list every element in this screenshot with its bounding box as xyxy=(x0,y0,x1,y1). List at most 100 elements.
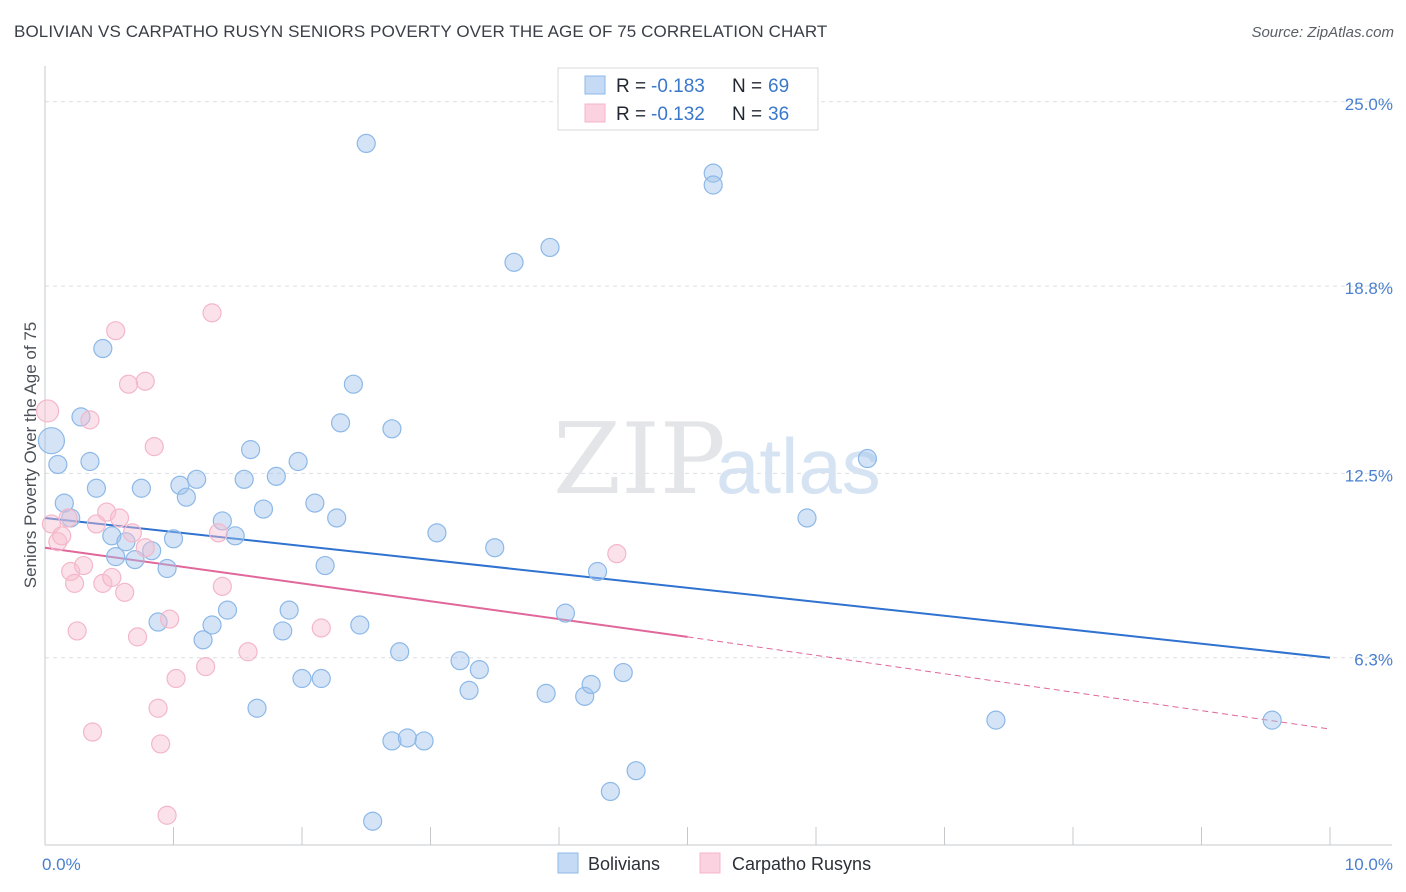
y-tick-label-3: 25.0% xyxy=(1345,95,1393,114)
carpatho-rusyns-point-29 xyxy=(196,657,216,677)
legend-r-value-1: -0.183 xyxy=(651,76,705,97)
carpatho-rusyns-point-3 xyxy=(52,526,72,546)
bolivians-point-37 xyxy=(327,508,347,528)
legend-r-label-2: R = xyxy=(616,104,646,125)
y-tick-label-1: 12.5% xyxy=(1345,466,1393,485)
bolivians-point-38 xyxy=(330,413,351,433)
bolivians-point-25 xyxy=(234,469,254,489)
bolivians-point-18 xyxy=(176,487,196,507)
bolivians-point-62 xyxy=(626,761,646,781)
carpatho-rusyns-point-25 xyxy=(151,734,171,754)
bolivians-point-66 xyxy=(857,448,878,469)
carpatho-rusyns-point-6 xyxy=(64,573,85,593)
bolivians-point-17 xyxy=(170,475,190,495)
carpatho-rusyns-point-16 xyxy=(109,508,130,528)
bolivians-point-48 xyxy=(427,523,447,543)
bolivians-point-32 xyxy=(288,451,308,472)
bolivians-point-31 xyxy=(279,600,299,620)
legend-series: Bolivians Carpatho Rusyns xyxy=(557,852,871,874)
bolivians-point-0 xyxy=(37,427,66,455)
bolivians-point-35 xyxy=(311,668,331,689)
bolivians-point-64 xyxy=(703,175,723,195)
carpatho-rusyns-point-10 xyxy=(82,722,103,742)
bolivians-point-55 xyxy=(540,237,560,258)
bolivians-point-16 xyxy=(163,529,184,549)
bolivians-point-28 xyxy=(253,499,274,519)
legend-n-value-1: 69 xyxy=(768,76,789,97)
bolivians-point-68 xyxy=(1262,710,1282,730)
bolivians-point-22 xyxy=(212,511,232,531)
bolivians-point-8 xyxy=(102,526,122,546)
bolivians-point-26 xyxy=(241,440,261,460)
legend-swatch-bolivians xyxy=(584,75,606,95)
bolivians-point-15 xyxy=(157,558,177,579)
chart-title: BOLIVIAN VS CARPATHO RUSYN SENIORS POVER… xyxy=(14,22,828,41)
carpatho-rusyns-point-31 xyxy=(208,523,229,543)
x-tick-labels: 0.0% 10.0% xyxy=(42,855,1393,874)
carpatho-rusyns-point-21 xyxy=(135,538,155,558)
bolivians-point-40 xyxy=(350,615,370,635)
bolivians-point-19 xyxy=(187,469,207,489)
legend-stats: R = -0.183 N = 69 R = -0.132 N = 36 xyxy=(557,67,819,131)
legend-r-label-1: R = xyxy=(616,76,646,97)
bolivians-point-42 xyxy=(363,811,383,831)
bolivians-point-60 xyxy=(600,781,621,802)
legend-r-value-2: -0.132 xyxy=(651,104,705,125)
watermark: ZIP atlas xyxy=(553,403,881,517)
carpatho-rusyns-trend-extension xyxy=(687,636,1331,730)
bolivians-point-5 xyxy=(80,451,100,472)
bolivians-point-29 xyxy=(266,466,286,486)
carpatho-rusyns-point-18 xyxy=(118,374,139,394)
bolivians-point-44 xyxy=(382,419,402,439)
carpatho-rusyns-point-15 xyxy=(106,321,126,341)
carpatho-rusyns-point-17 xyxy=(115,582,135,602)
bolivians-point-51 xyxy=(469,660,489,680)
legend-n-label-2: N = xyxy=(732,104,762,125)
bolivians-point-52 xyxy=(485,538,505,558)
bottom-legend-bolivians: Bolivians xyxy=(588,854,660,874)
bolivians-point-47 xyxy=(414,731,434,751)
bolivians-point-36 xyxy=(315,555,335,576)
y-tick-labels: 6.3% 12.5% 18.8% 25.0% xyxy=(1345,95,1393,670)
bolivians-point-67 xyxy=(986,710,1006,730)
bolivians-point-39 xyxy=(343,374,363,394)
bolivians-point-61 xyxy=(613,662,633,683)
carpatho-rusyns-point-9 xyxy=(80,410,100,430)
y-tick-label-2: 18.8% xyxy=(1345,279,1393,298)
carpatho-rusyns-point-33 xyxy=(238,642,258,662)
bolivians-point-23 xyxy=(217,600,238,620)
bolivians-point-30 xyxy=(273,621,293,641)
axes xyxy=(44,66,1392,846)
bolivians-point-56 xyxy=(555,603,576,623)
bolivians-point-59 xyxy=(587,561,608,582)
carpatho-rusyns-point-23 xyxy=(144,437,164,457)
bolivians-point-33 xyxy=(292,668,312,689)
bolivians-trend-line xyxy=(44,516,1331,659)
bolivians-point-43 xyxy=(382,731,402,751)
carpatho-rusyns-point-24 xyxy=(148,698,168,718)
carpatho-rusyns-point-7 xyxy=(67,621,87,641)
bolivians-point-57 xyxy=(575,686,595,706)
bolivians-point-49 xyxy=(450,651,470,671)
bolivians-point-12 xyxy=(131,478,151,498)
bolivians-point-6 xyxy=(86,478,107,498)
bolivians-point-27 xyxy=(247,698,267,718)
legend-n-label-1: N = xyxy=(732,76,762,97)
bolivians-point-7 xyxy=(93,338,113,359)
bolivians-point-65 xyxy=(797,508,817,528)
bolivians-point-9 xyxy=(106,547,126,567)
bolivians-point-1 xyxy=(48,454,68,475)
x-tick-label-min: 0.0% xyxy=(42,855,81,874)
bolivians-point-24 xyxy=(225,526,245,546)
bolivians-point-53 xyxy=(504,252,524,272)
bolivians-point-34 xyxy=(305,493,325,513)
data-points xyxy=(35,133,1282,831)
carpatho-rusyns-point-35 xyxy=(607,544,627,564)
carpatho-rusyns-point-30 xyxy=(202,303,222,323)
carpatho-rusyns-point-34 xyxy=(311,618,331,638)
carpatho-rusyns-point-4 xyxy=(58,508,78,528)
carpatho-rusyns-point-19 xyxy=(122,523,142,543)
carpatho-rusyns-point-20 xyxy=(127,627,148,647)
carpatho-rusyns-point-32 xyxy=(212,576,232,596)
